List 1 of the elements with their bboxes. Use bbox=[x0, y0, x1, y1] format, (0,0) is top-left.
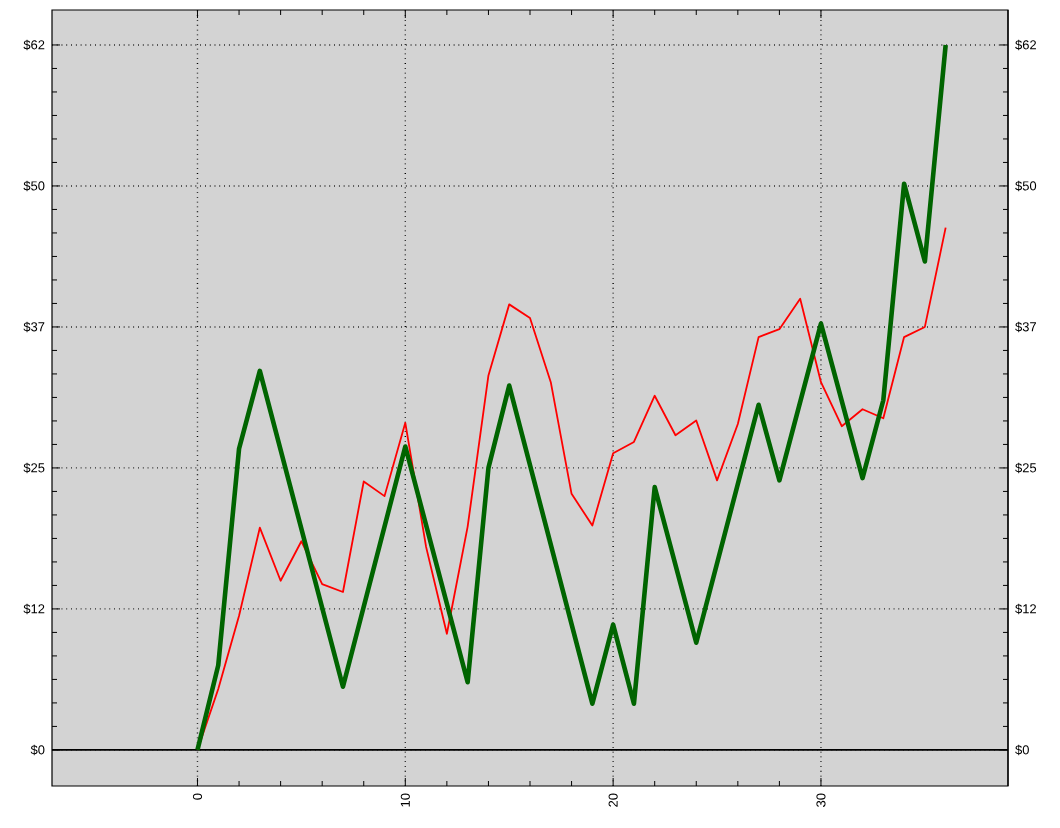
line-series bbox=[195, 42, 948, 753]
